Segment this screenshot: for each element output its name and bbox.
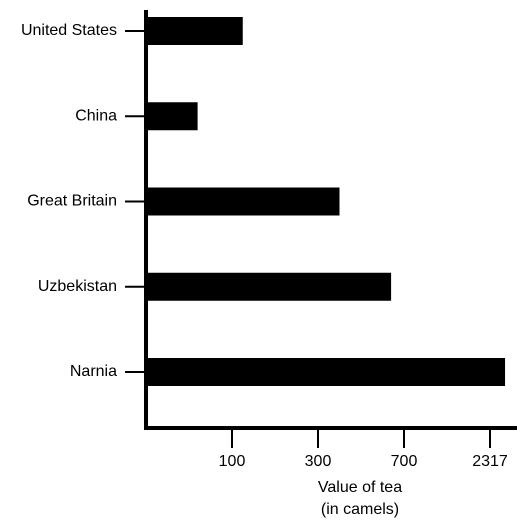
x-tick-label: 100 xyxy=(219,453,246,470)
bar xyxy=(146,272,392,301)
bar xyxy=(146,187,340,216)
y-tick-label: China xyxy=(75,107,117,124)
x-tick-label: 300 xyxy=(305,453,332,470)
bar xyxy=(146,358,506,386)
y-tick-label: Great Britain xyxy=(27,193,117,210)
x-tick-label: 700 xyxy=(391,453,418,470)
y-tick-label: United States xyxy=(21,22,117,39)
y-tick-label: Narnia xyxy=(70,363,117,380)
bar xyxy=(146,17,243,45)
x-axis-label: Value of tea xyxy=(318,479,402,496)
x-tick-label: 2317 xyxy=(472,453,508,470)
y-tick-label: Uzbekistan xyxy=(38,278,117,295)
x-axis-label: (in camels) xyxy=(321,501,399,518)
bar xyxy=(146,102,198,131)
